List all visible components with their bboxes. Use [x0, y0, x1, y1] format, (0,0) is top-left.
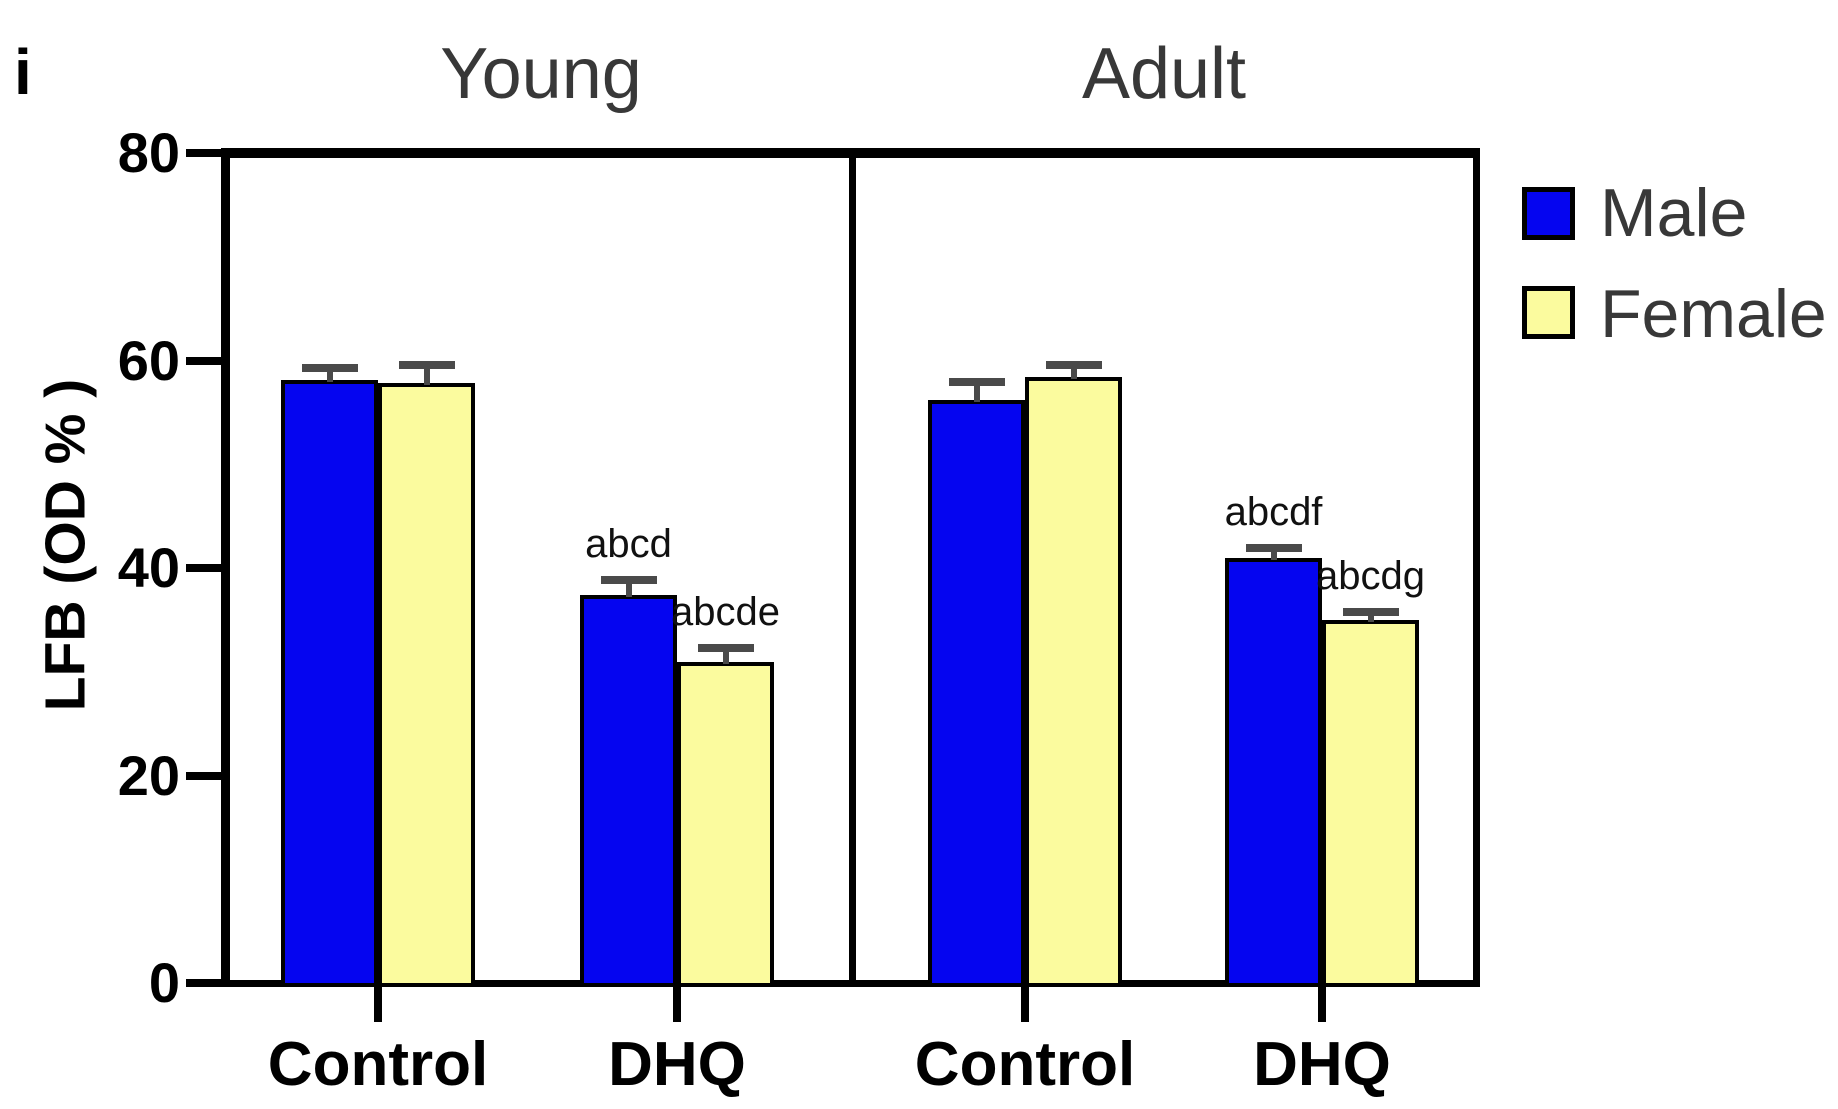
- bar-adult-dhq-female: [1322, 619, 1419, 987]
- error-bar-stem-young-control-male: [326, 367, 333, 383]
- y-tick-label-80: 80: [117, 121, 180, 184]
- bar-adult-dhq-male: [1225, 557, 1322, 987]
- x-tick-adult-dhq: [1318, 984, 1326, 1022]
- error-bar-stem-adult-dhq-female: [1367, 611, 1374, 622]
- panel-label: i: [14, 36, 32, 108]
- error-bar-cap-young-dhq-female: [697, 643, 754, 652]
- bar-adult-control-male: [928, 399, 1025, 987]
- x-tick-young-dhq: [673, 984, 681, 1022]
- significance-annotation-young-dhq-female: abcde: [671, 589, 780, 634]
- x-tick-label-adult-control: Control: [914, 1030, 1136, 1099]
- bar-young-dhq-female: [677, 662, 774, 987]
- x-tick-label-young-dhq: DHQ: [608, 1030, 746, 1099]
- error-bar-cap-adult-dhq-female: [1342, 607, 1399, 616]
- error-bar-stem-young-dhq-male: [625, 580, 632, 597]
- legend-female-label: Female: [1600, 276, 1827, 352]
- error-bar-cap-young-control-female: [398, 360, 455, 369]
- facet-divider-line: [849, 150, 856, 984]
- significance-annotation-adult-dhq-male: abcdf: [1224, 490, 1323, 535]
- error-bar-cap-adult-control-male: [948, 378, 1005, 387]
- error-bar-cap-adult-dhq-male: [1245, 544, 1302, 553]
- significance-annotation-adult-dhq-female: abcdg: [1316, 553, 1425, 598]
- y-tick-60: [186, 356, 230, 365]
- y-tick-label-20: 20: [117, 743, 180, 807]
- facet-title-young: Young: [440, 34, 642, 114]
- legend-female-swatch: [1522, 286, 1575, 339]
- error-bar-cap-adult-control-female: [1045, 360, 1102, 369]
- y-tick-label-60: 60: [117, 328, 180, 392]
- y-tick-label-40: 40: [117, 536, 180, 599]
- error-bar-stem-adult-control-male: [973, 382, 980, 402]
- bar-young-dhq-male: [580, 594, 677, 987]
- bar-young-control-male: [281, 380, 378, 987]
- error-bar-stem-young-control-female: [423, 364, 430, 386]
- x-tick-label-young-control: Control: [267, 1030, 489, 1099]
- y-tick-20: [186, 771, 230, 780]
- error-bar-stem-young-dhq-female: [722, 647, 729, 665]
- x-tick-label-adult-dhq: DHQ: [1253, 1030, 1391, 1099]
- error-bar-stem-adult-dhq-male: [1270, 548, 1277, 560]
- bar-young-control-female: [378, 383, 475, 987]
- y-tick-80: [186, 149, 230, 157]
- facet-title-adult: Adult: [1081, 34, 1247, 114]
- bar-adult-control-female: [1025, 377, 1122, 987]
- significance-annotation-young-dhq-male: abcd: [585, 522, 672, 567]
- legend-male-swatch: [1522, 187, 1575, 240]
- y-tick-label-0: 0: [148, 951, 180, 1014]
- x-tick-adult-control: [1021, 984, 1029, 1022]
- error-bar-stem-adult-control-female: [1070, 364, 1077, 380]
- error-bar-cap-young-dhq-male: [600, 576, 657, 585]
- x-tick-young-control: [374, 984, 382, 1022]
- plot-frame-right: [1473, 148, 1480, 987]
- y-tick-0: [186, 979, 230, 987]
- legend-male-label: Male: [1600, 175, 1748, 251]
- error-bar-cap-young-control-male: [301, 363, 358, 372]
- y-tick-40: [186, 564, 230, 572]
